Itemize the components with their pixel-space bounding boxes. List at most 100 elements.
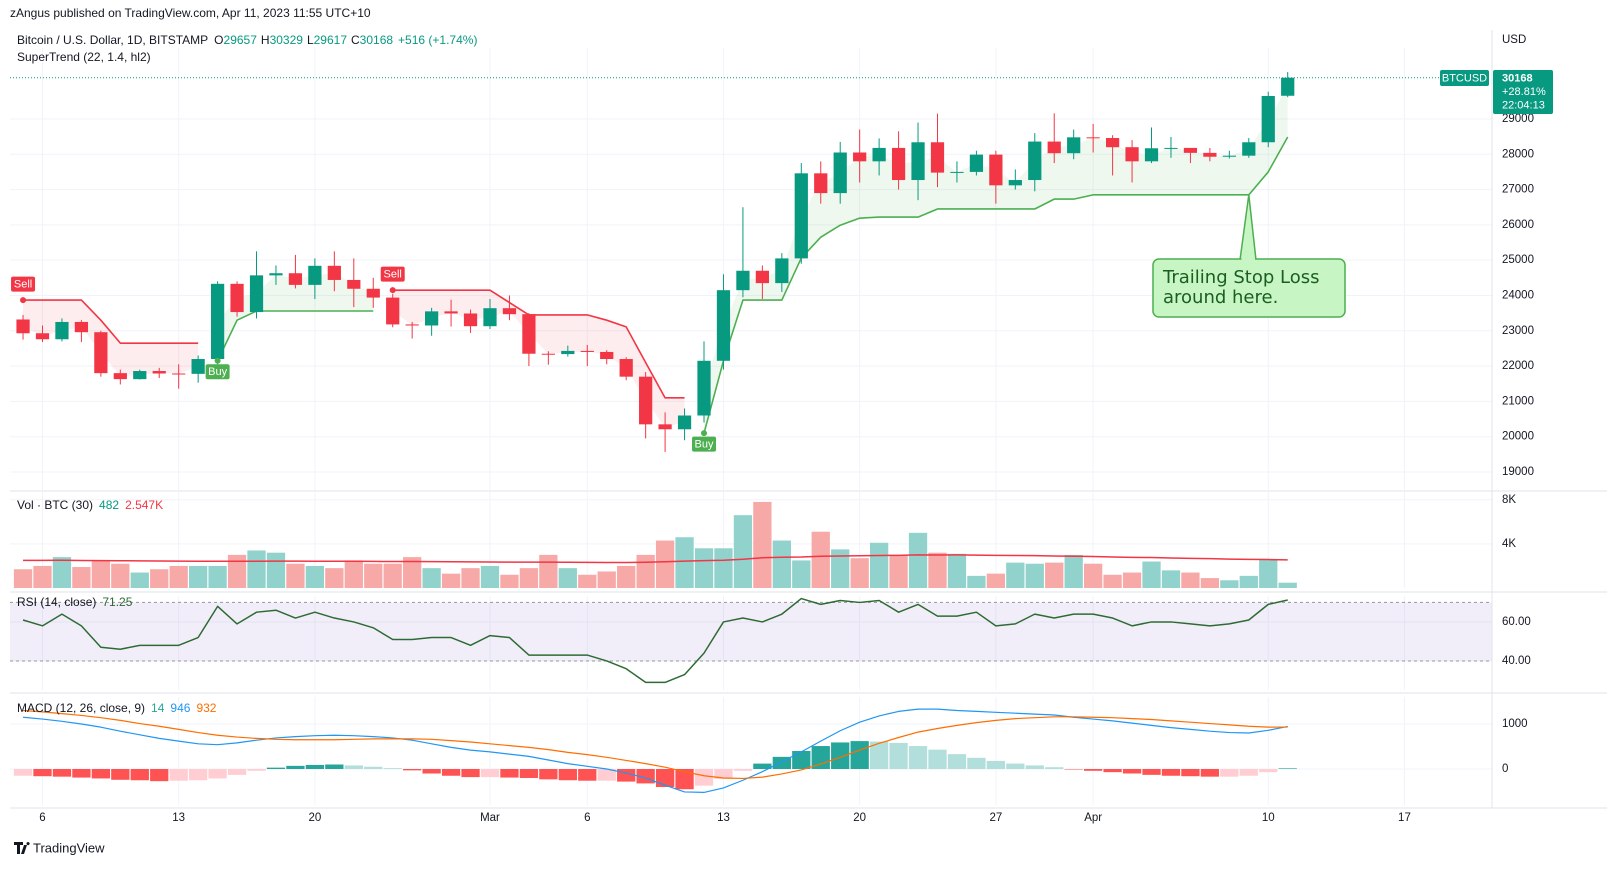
candle-body bbox=[483, 308, 497, 327]
rsi-title: RSI (14, close) bbox=[17, 595, 96, 609]
macd-histogram-bar bbox=[1181, 769, 1200, 777]
annotation-text: around here. bbox=[1163, 287, 1278, 308]
price-tag-change: +28.81% bbox=[1502, 86, 1546, 98]
macd-histogram-bar bbox=[928, 749, 947, 769]
macd-title: MACD (12, 26, close, 9) bbox=[17, 701, 145, 715]
macd-histogram-bar bbox=[325, 764, 344, 769]
x-tick-label: 13 bbox=[717, 812, 730, 824]
change-label: +516 (+1.74%) bbox=[398, 33, 477, 47]
candle-body bbox=[327, 265, 341, 280]
annotation-joint bbox=[1241, 258, 1255, 262]
candle-body bbox=[736, 270, 750, 291]
candle-body bbox=[152, 371, 166, 374]
signal-dot bbox=[701, 430, 708, 437]
macd-histogram-bar bbox=[441, 769, 461, 776]
macd-histogram-bar bbox=[1278, 768, 1297, 769]
volume-bar bbox=[383, 563, 402, 588]
candle-body bbox=[600, 351, 614, 360]
macd-histogram-bar bbox=[150, 769, 169, 782]
volume-bar bbox=[1259, 559, 1278, 588]
candle-body bbox=[677, 415, 692, 430]
candle-body bbox=[308, 265, 322, 285]
candle-body bbox=[619, 359, 633, 377]
candle-body bbox=[113, 373, 127, 380]
candle-body bbox=[74, 321, 89, 333]
macd-histogram-bar bbox=[1045, 767, 1064, 769]
candle-body bbox=[210, 283, 225, 360]
volume-bar bbox=[1161, 570, 1181, 588]
candle-body bbox=[1222, 155, 1236, 157]
candle-body bbox=[502, 308, 517, 315]
volume-bar bbox=[792, 560, 811, 588]
price-tag-value: 30168 bbox=[1502, 72, 1533, 84]
volume-bar bbox=[188, 565, 208, 588]
volume-bar bbox=[1083, 563, 1103, 588]
volume-bar bbox=[928, 552, 947, 588]
x-tick-label: 13 bbox=[172, 812, 185, 824]
macd-histogram-bar bbox=[539, 769, 558, 780]
candle-body bbox=[16, 319, 30, 334]
volume-bar bbox=[422, 568, 441, 588]
macd-histogram-bar bbox=[675, 769, 694, 790]
volume-bar bbox=[1239, 575, 1258, 588]
rsi-band bbox=[10, 602, 1492, 661]
volume-bar bbox=[597, 571, 616, 588]
candle-body bbox=[1105, 138, 1120, 148]
plot-layer: 6 13 20 Mar 6 13 20 27 Apr 10 17 19000 20000 21000 220… bbox=[10, 48, 1534, 824]
candle-body bbox=[55, 321, 69, 340]
macd-histogram-bar bbox=[1142, 769, 1161, 775]
volume-bar bbox=[1103, 574, 1122, 588]
candle-body bbox=[230, 283, 244, 313]
publisher-line: zAngus published on TradingView.com, Apr… bbox=[10, 6, 371, 20]
candle-body bbox=[1028, 141, 1042, 181]
macd-histogram-bar bbox=[869, 741, 889, 769]
price-tag bbox=[1493, 70, 1553, 114]
volume-bar bbox=[539, 554, 558, 588]
volume-bar bbox=[169, 565, 188, 588]
volume-bar bbox=[811, 531, 830, 588]
candle-body bbox=[658, 424, 672, 430]
y-tick-label: 22000 bbox=[1502, 360, 1534, 372]
volume-bar bbox=[655, 540, 675, 588]
macd-histogram-bar bbox=[480, 769, 500, 778]
signal-line bbox=[22, 709, 1288, 780]
y-tick-label: 26000 bbox=[1502, 219, 1534, 231]
volume-bar bbox=[150, 569, 169, 588]
volume-bar bbox=[617, 565, 636, 588]
histogram-value: 14 bbox=[151, 701, 165, 715]
signal-label: Sell bbox=[14, 278, 32, 290]
candle-body bbox=[911, 142, 925, 181]
macd-histogram-bar bbox=[850, 741, 869, 769]
candle-body bbox=[386, 297, 400, 325]
y-tick-label: 1000 bbox=[1502, 718, 1528, 730]
candle-body bbox=[891, 147, 906, 181]
candle-body bbox=[1164, 147, 1178, 149]
trend-fill bbox=[392, 290, 685, 427]
x-tick-label: 20 bbox=[308, 812, 321, 824]
volume-title: Vol · BTC (30) bbox=[17, 498, 93, 512]
candle-body bbox=[1086, 137, 1100, 139]
candle-body bbox=[522, 314, 536, 354]
x-tick-label: 17 bbox=[1398, 812, 1411, 824]
candle-body bbox=[1281, 77, 1295, 96]
candle-body bbox=[833, 152, 847, 194]
signal-dot bbox=[214, 357, 221, 364]
signal-badge bbox=[11, 276, 36, 292]
macd-histogram-bar bbox=[714, 769, 733, 779]
volume-bar bbox=[266, 552, 286, 588]
signal-dot bbox=[389, 287, 396, 294]
candle-body bbox=[1008, 180, 1022, 186]
candle-body bbox=[775, 258, 789, 284]
volume-legend: Vol · BTC (30) 482 2.547K bbox=[17, 498, 163, 512]
signal-label: Buy bbox=[208, 366, 227, 378]
candle-body bbox=[989, 154, 1003, 186]
volume-bar bbox=[850, 558, 869, 588]
ohlc-value: 30329 bbox=[270, 33, 304, 47]
annotation-text: Trailing Stop Loss bbox=[1162, 267, 1319, 288]
macd-histogram-bar bbox=[1103, 769, 1122, 773]
volume-bar bbox=[91, 560, 111, 588]
volume-bar bbox=[986, 573, 1006, 588]
candle-body bbox=[444, 311, 458, 314]
volume-bar bbox=[13, 569, 33, 588]
